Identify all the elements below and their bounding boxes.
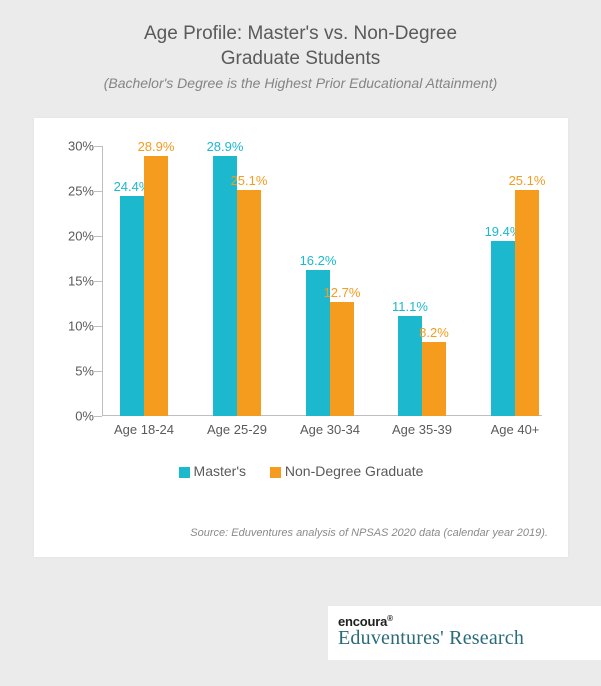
title-block: Age Profile: Master's vs. Non-Degree Gra… — [0, 0, 601, 91]
page-root: Age Profile: Master's vs. Non-Degree Gra… — [0, 0, 601, 686]
source-text: Source: Eduventures analysis of NPSAS 20… — [48, 527, 554, 539]
legend-label-masters: Master's — [194, 463, 246, 479]
y-tick-label: 5% — [54, 364, 94, 379]
value-label: 11.1% — [385, 299, 435, 314]
value-label: 25.1% — [502, 173, 552, 188]
y-tick-label: 25% — [54, 184, 94, 199]
value-label: 16.2% — [293, 253, 343, 268]
y-tick-label: 10% — [54, 319, 94, 334]
y-tick-label: 30% — [54, 139, 94, 154]
y-tick-label: 15% — [54, 274, 94, 289]
y-tick-label: 20% — [54, 229, 94, 244]
category-label: Age 30-34 — [290, 422, 370, 437]
chart-subtitle: (Bachelor's Degree is the Highest Prior … — [0, 75, 601, 91]
chart-card: 0%5%10%15%20%25%30%24.4%28.9%28.9%25.1%1… — [34, 118, 568, 557]
bar — [237, 190, 261, 416]
legend-label-nondegree: Non-Degree Graduate — [285, 463, 424, 479]
legend-item-masters: Master's — [179, 463, 246, 479]
bar-group: 28.9%25.1% — [207, 146, 267, 416]
legend: Master's Non-Degree Graduate — [48, 462, 554, 479]
y-tick — [94, 236, 102, 237]
y-tick — [94, 146, 102, 147]
y-tick — [94, 371, 102, 372]
category-label: Age 40+ — [475, 422, 555, 437]
category-label: Age 18-24 — [104, 422, 184, 437]
legend-item-nondegree: Non-Degree Graduate — [270, 463, 424, 479]
bar — [120, 196, 144, 416]
value-label: 12.7% — [317, 285, 367, 300]
value-label: 8.2% — [409, 325, 459, 340]
legend-swatch-masters — [179, 467, 190, 478]
y-tick-label: 0% — [54, 409, 94, 424]
brand-block: encoura® Eduventures' Research — [328, 606, 601, 660]
category-labels: Age 18-24Age 25-29Age 30-34Age 35-39Age … — [102, 422, 542, 446]
y-tick — [94, 326, 102, 327]
legend-swatch-nondegree — [270, 467, 281, 478]
y-axis — [102, 146, 103, 416]
category-label: Age 25-29 — [197, 422, 277, 437]
plot-area: 0%5%10%15%20%25%30%24.4%28.9%28.9%25.1%1… — [102, 146, 542, 416]
bar — [330, 302, 354, 416]
bar-group: 24.4%28.9% — [114, 146, 174, 416]
bar-group: 16.2%12.7% — [300, 146, 360, 416]
bar — [491, 241, 515, 416]
brand-bottom: Eduventures' Research — [338, 627, 601, 650]
value-label: 25.1% — [224, 173, 274, 188]
title-line2: Graduate Students — [221, 48, 381, 69]
bar-group: 19.4%25.1% — [485, 146, 545, 416]
bar-group: 11.1%8.2% — [392, 146, 452, 416]
bar — [422, 342, 446, 416]
category-label: Age 35-39 — [382, 422, 462, 437]
title-line1: Age Profile: Master's vs. Non-Degree — [144, 23, 457, 44]
y-tick — [94, 416, 102, 417]
bar — [213, 156, 237, 416]
registered-icon: ® — [387, 614, 393, 623]
bar — [515, 190, 539, 416]
y-tick — [94, 191, 102, 192]
chart-title: Age Profile: Master's vs. Non-Degree Gra… — [0, 22, 601, 71]
bar — [144, 156, 168, 416]
y-tick — [94, 281, 102, 282]
value-label: 28.9% — [131, 139, 181, 154]
value-label: 28.9% — [200, 139, 250, 154]
